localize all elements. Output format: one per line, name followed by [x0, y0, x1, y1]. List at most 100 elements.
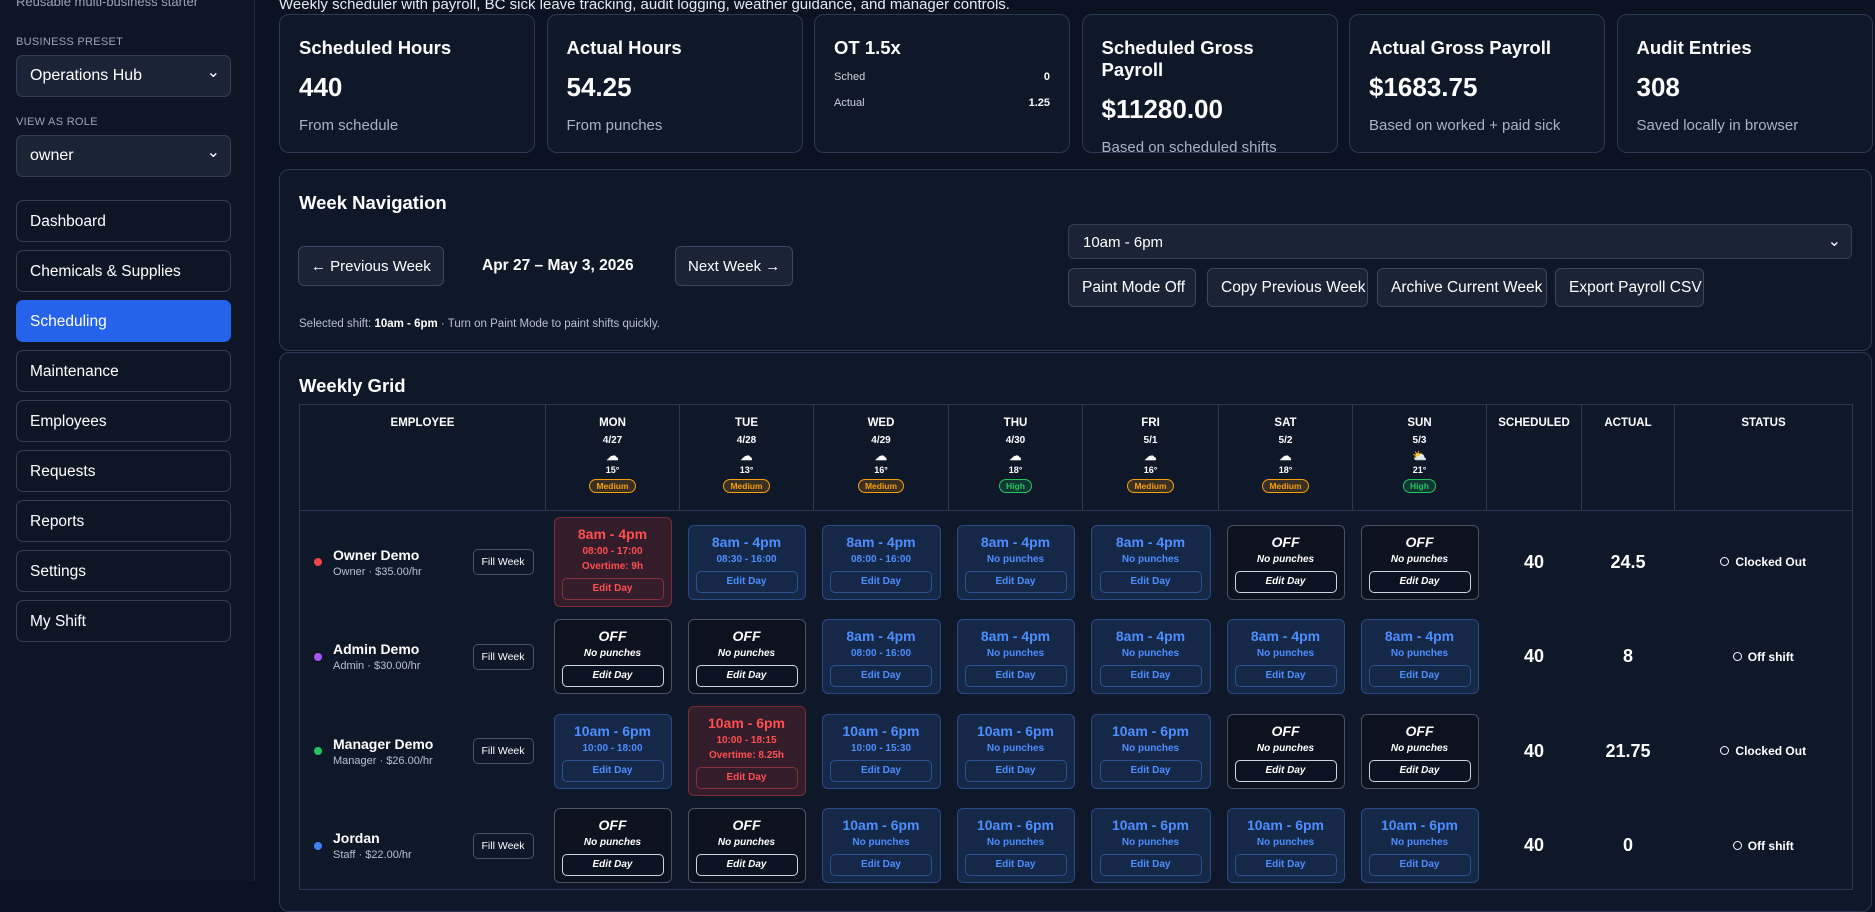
edit-day-button[interactable]: Edit Day: [1234, 665, 1337, 687]
nav-item[interactable]: Settings: [16, 550, 231, 592]
shift-time: OFF: [598, 817, 627, 833]
edit-day-button[interactable]: Edit Day: [964, 854, 1067, 876]
day-cell: OFF No punches Edit Day: [680, 802, 814, 890]
shift-box[interactable]: 10am - 6pm No punches Edit Day: [1090, 808, 1211, 883]
shift-box[interactable]: OFF No punches Edit Day: [687, 619, 806, 694]
fill-week-button[interactable]: Fill Week: [472, 549, 534, 575]
shift-box[interactable]: 10am - 6pm No punches Edit Day: [821, 808, 941, 883]
punches: No punches: [583, 648, 642, 659]
shift-box[interactable]: 8am - 4pm 08:00 - 16:00 Edit Day: [821, 524, 941, 600]
edit-day-button[interactable]: Edit Day: [695, 665, 798, 687]
shift-box[interactable]: 10am - 6pm No punches Edit Day: [1360, 808, 1479, 883]
punches: 10:00 - 15:30: [850, 742, 912, 754]
shift-box[interactable]: 8am - 4pm No punches Edit Day: [1360, 619, 1479, 694]
edit-day-button[interactable]: Edit Day: [1368, 854, 1471, 876]
edit-day-button[interactable]: Edit Day: [561, 759, 664, 782]
nav-item[interactable]: Scheduling: [16, 300, 231, 342]
edit-day-button[interactable]: Edit Day: [1099, 854, 1202, 876]
edit-day-button[interactable]: Edit Day: [695, 570, 798, 593]
role-label: VIEW AS ROLE: [16, 116, 98, 128]
edit-day-button[interactable]: Edit Day: [561, 665, 664, 687]
preset-select[interactable]: Operations Hub: [16, 55, 231, 97]
shift-box[interactable]: 8am - 4pm No punches Edit Day: [956, 619, 1075, 694]
punches: No punches: [1121, 742, 1180, 754]
role-select[interactable]: owner: [16, 135, 231, 177]
shift-box[interactable]: 10am - 6pm No punches Edit Day: [1226, 808, 1345, 883]
edit-day-button[interactable]: Edit Day: [561, 578, 664, 600]
fill-week-button[interactable]: Fill Week: [472, 832, 534, 859]
shift-box[interactable]: OFF No punches Edit Day: [1226, 713, 1345, 789]
shift-box[interactable]: 8am - 4pm 08:00 - 17:00 Overtime: 9h Edit D…: [553, 517, 672, 607]
next-week-button[interactable]: Next Week →: [675, 246, 794, 286]
shift-box[interactable]: 10am - 6pm 10:00 - 18:00 Edit Day: [553, 713, 672, 789]
day-name: WED: [867, 417, 895, 429]
edit-day-button[interactable]: Edit Day: [830, 759, 932, 782]
shift-box[interactable]: 10am - 6pm No punches Edit Day: [1090, 713, 1211, 789]
punches: 10:00 - 18:00: [582, 742, 643, 754]
stat-value: $1683.75: [1369, 72, 1478, 102]
shift-box[interactable]: 10am - 6pm 10:00 - 18:15 Overtime: 8.25h Ed…: [687, 706, 806, 796]
employee-name: Manager Demo: [333, 735, 434, 752]
nav-item[interactable]: Dashboard: [16, 200, 231, 242]
shift-box[interactable]: 8am - 4pm No punches Edit Day: [956, 524, 1075, 600]
punches: No punches: [717, 648, 776, 659]
shift-box[interactable]: OFF No punches Edit Day: [1360, 713, 1479, 789]
shift-box[interactable]: 8am - 4pm 08:30 - 16:00 Edit Day: [687, 524, 806, 600]
edit-day-button[interactable]: Edit Day: [1368, 570, 1471, 593]
rating-badge: High: [1403, 479, 1436, 493]
day-header: MON 4/27 ☁ 15° Medium: [545, 404, 680, 511]
shift-box[interactable]: OFF No punches Edit Day: [1360, 524, 1479, 600]
employee-row: Admin Demo Admin · $30.00/hr Fill Week OFF N…: [300, 613, 1853, 700]
edit-day-button[interactable]: Edit Day: [695, 767, 798, 789]
edit-day-button[interactable]: Edit Day: [561, 854, 664, 876]
shift-box[interactable]: OFF No punches Edit Day: [553, 619, 672, 694]
shift-box[interactable]: 8am - 4pm No punches Edit Day: [1226, 619, 1345, 694]
edit-day-button[interactable]: Edit Day: [1099, 759, 1202, 782]
shift-time: 8am - 4pm: [1384, 628, 1455, 644]
edit-day-button[interactable]: Edit Day: [1099, 570, 1202, 593]
nav-item[interactable]: Maintenance: [16, 350, 231, 392]
edit-day-button[interactable]: Edit Day: [1234, 570, 1337, 593]
prev-week-button[interactable]: ← Previous Week: [298, 246, 444, 286]
day-cell: OFF No punches Edit Day: [1353, 511, 1487, 614]
edit-day-button[interactable]: Edit Day: [830, 665, 932, 687]
day-cell: 10am - 6pm No punches Edit Day: [1083, 700, 1219, 802]
shift-box[interactable]: 10am - 6pm No punches Edit Day: [956, 713, 1075, 789]
edit-day-button[interactable]: Edit Day: [1368, 759, 1471, 782]
action-button[interactable]: Copy Previous Week: [1207, 268, 1368, 307]
edit-day-button[interactable]: Edit Day: [830, 854, 932, 876]
edit-day-button[interactable]: Edit Day: [1368, 665, 1471, 687]
shift-box[interactable]: OFF No punches Edit Day: [687, 808, 806, 883]
shift-box[interactable]: 8am - 4pm No punches Edit Day: [1090, 524, 1211, 600]
action-button[interactable]: Export Payroll CSV: [1555, 268, 1704, 307]
edit-day-button[interactable]: Edit Day: [964, 570, 1067, 593]
edit-day-button[interactable]: Edit Day: [1234, 759, 1337, 782]
shift-select[interactable]: 10am - 6pm: [1068, 224, 1852, 259]
shift-box[interactable]: OFF No punches Edit Day: [553, 808, 672, 883]
action-button[interactable]: Paint Mode Off: [1068, 268, 1196, 307]
edit-day-button[interactable]: Edit Day: [1234, 854, 1337, 876]
edit-day-button[interactable]: Edit Day: [964, 665, 1067, 687]
day-date: 4/27: [602, 435, 623, 446]
day-cell: 10am - 6pm 10:00 - 15:30 Edit Day: [814, 700, 949, 802]
fill-week-button[interactable]: Fill Week: [472, 738, 534, 764]
action-button[interactable]: Archive Current Week: [1377, 268, 1547, 307]
nav-item[interactable]: Reports: [16, 500, 231, 542]
nav-item[interactable]: Chemicals & Supplies: [16, 250, 231, 292]
edit-day-button[interactable]: Edit Day: [1099, 665, 1202, 687]
shift-box[interactable]: 8am - 4pm 08:00 - 16:00 Edit Day: [821, 619, 941, 694]
nav-item[interactable]: Requests: [16, 450, 231, 492]
edit-day-button[interactable]: Edit Day: [695, 854, 798, 876]
shift-box[interactable]: OFF No punches Edit Day: [1226, 524, 1345, 600]
fill-week-button[interactable]: Fill Week: [472, 643, 534, 670]
nav-item[interactable]: Employees: [16, 400, 231, 442]
edit-day-button[interactable]: Edit Day: [964, 759, 1067, 782]
shift-box[interactable]: 8am - 4pm No punches Edit Day: [1090, 619, 1211, 694]
punches: 08:00 - 16:00: [850, 553, 912, 565]
shift-box[interactable]: 10am - 6pm No punches Edit Day: [956, 808, 1075, 883]
shift-box[interactable]: 10am - 6pm 10:00 - 15:30 Edit Day: [821, 713, 941, 789]
edit-day-button[interactable]: Edit Day: [830, 570, 932, 593]
employee-cell: Jordan Staff · $22.00/hr Fill Week: [300, 802, 546, 890]
nav-item[interactable]: My Shift: [16, 600, 231, 642]
stat-title: Actual Hours: [566, 37, 682, 58]
